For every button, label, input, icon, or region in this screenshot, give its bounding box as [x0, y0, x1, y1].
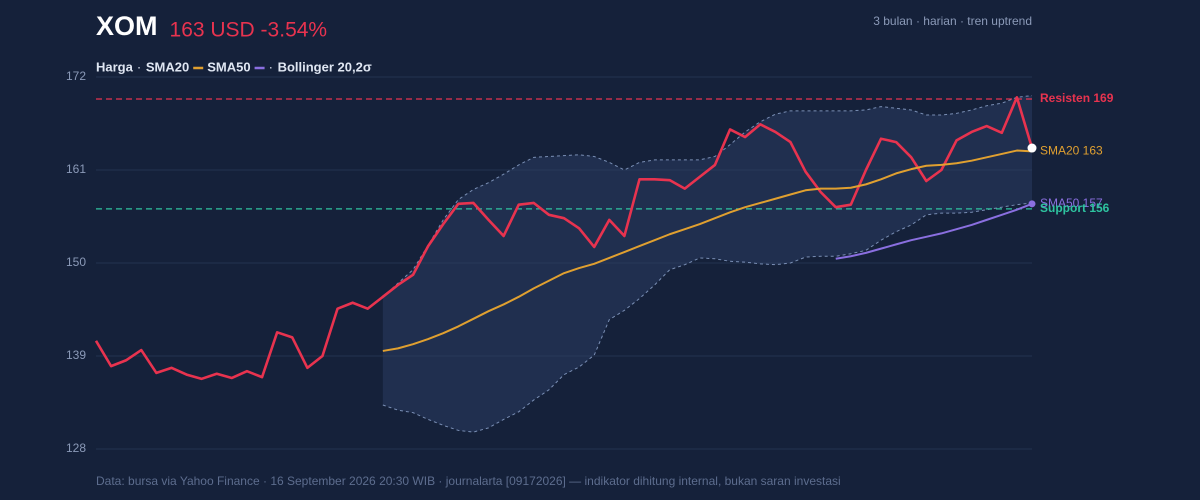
- y-tick-label: 172: [66, 69, 86, 83]
- legend-separator: ·: [137, 59, 141, 74]
- series-line: [835, 202, 1033, 260]
- y-tick-label: 161: [66, 162, 86, 176]
- y-tick-label: 150: [66, 255, 86, 269]
- series-line: [382, 149, 1033, 352]
- end-label: SMA50 157: [1040, 196, 1103, 210]
- end-dot: [1027, 143, 1037, 153]
- end-label: SMA20 163: [1040, 144, 1103, 158]
- y-tick-label: 139: [66, 348, 86, 362]
- bollinger-fill: [382, 95, 1032, 433]
- source: Data: bursa via Yahoo Finance · 16 Septe…: [96, 474, 841, 488]
- reference-label: Support 156: [1040, 201, 1110, 215]
- y-tick-label: 128: [66, 441, 86, 455]
- legend-label: SMA20: [146, 59, 189, 74]
- legend-separator: ·: [269, 59, 273, 74]
- end-dot: [1028, 200, 1036, 208]
- legend-label: Bollinger 20,2σ: [278, 59, 372, 74]
- series-line: [94, 95, 1034, 381]
- reference-label: Resisten 169: [1040, 91, 1114, 105]
- legend-label: SMA50: [207, 59, 250, 74]
- price-label: 163 USD -3.54%: [170, 19, 328, 42]
- bollinger-lower: [382, 202, 1033, 433]
- subtitle: 3 bulan · harian · tren uptrend: [873, 14, 1032, 28]
- legend-label: Harga: [96, 59, 134, 74]
- chart-title: XOM: [96, 11, 158, 41]
